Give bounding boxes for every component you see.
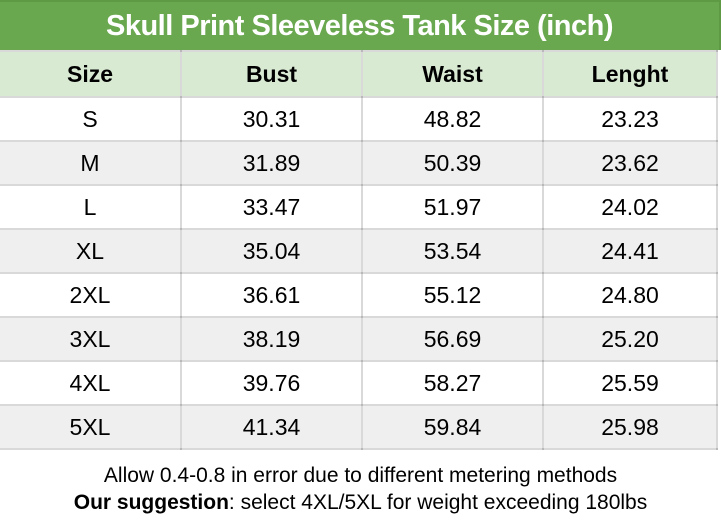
length-cell: 23.62 [542,140,718,186]
footnotes: Allow 0.4-0.8 in error due to different … [0,450,721,530]
table-row: XL 35.04 53.54 24.41 [0,228,718,274]
bust-cell: 38.19 [180,316,363,362]
table-row: S 30.31 48.82 23.23 [0,96,718,142]
size-cell: 5XL [0,404,182,450]
col-header-length: Lenght [542,50,718,98]
table-row: 5XL 41.34 59.84 25.98 [0,404,718,450]
waist-cell: 59.84 [361,404,544,450]
table-row: M 31.89 50.39 23.62 [0,140,718,186]
bust-cell: 39.76 [180,360,363,406]
footnote-suggestion-text: : select 4XL/5XL for weight exceeding 18… [228,491,648,514]
size-cell: L [0,184,182,230]
bust-cell: 30.31 [180,96,363,142]
size-cell: M [0,140,182,186]
bust-cell: 35.04 [180,228,363,274]
length-cell: 25.20 [542,316,718,362]
table-row: 4XL 39.76 58.27 25.59 [0,360,718,406]
size-cell: XL [0,228,182,274]
table-row: L 33.47 51.97 24.02 [0,184,718,230]
footnote-suggestion: Our suggestion: select 4XL/5XL for weigh… [0,489,721,516]
col-header-bust: Bust [180,50,363,98]
bust-cell: 33.47 [180,184,363,230]
length-cell: 25.59 [542,360,718,406]
waist-cell: 58.27 [361,360,544,406]
col-header-waist: Waist [361,50,544,98]
footnote-suggestion-label: Our suggestion [73,491,229,514]
size-cell: 4XL [0,360,182,406]
header-row: Size Bust Waist Lenght [0,50,718,98]
table-row: 3XL 38.19 56.69 25.20 [0,316,718,362]
waist-cell: 55.12 [361,272,544,318]
col-header-size: Size [0,50,182,98]
chart-title: Skull Print Sleeveless Tank Size (inch) [106,9,614,42]
length-cell: 25.98 [542,404,718,450]
size-table: Size Bust Waist Lenght S 30.31 48.82 23.… [0,50,718,450]
length-cell: 23.23 [542,96,718,142]
waist-cell: 56.69 [361,316,544,362]
waist-cell: 53.54 [361,228,544,274]
bust-cell: 31.89 [180,140,363,186]
bust-cell: 41.34 [180,404,363,450]
chart-title-bar: Skull Print Sleeveless Tank Size (inch) [0,0,721,50]
footnote-error-margin: Allow 0.4-0.8 in error due to different … [103,464,618,487]
length-cell: 24.02 [542,184,718,230]
length-cell: 24.80 [542,272,718,318]
waist-cell: 50.39 [361,140,544,186]
waist-cell: 51.97 [361,184,544,230]
length-cell: 24.41 [542,228,718,274]
size-cell: 3XL [0,316,182,362]
waist-cell: 48.82 [361,96,544,142]
size-cell: S [0,96,182,142]
size-cell: 2XL [0,272,182,318]
bust-cell: 36.61 [180,272,363,318]
table-row: 2XL 36.61 55.12 24.80 [0,272,718,318]
